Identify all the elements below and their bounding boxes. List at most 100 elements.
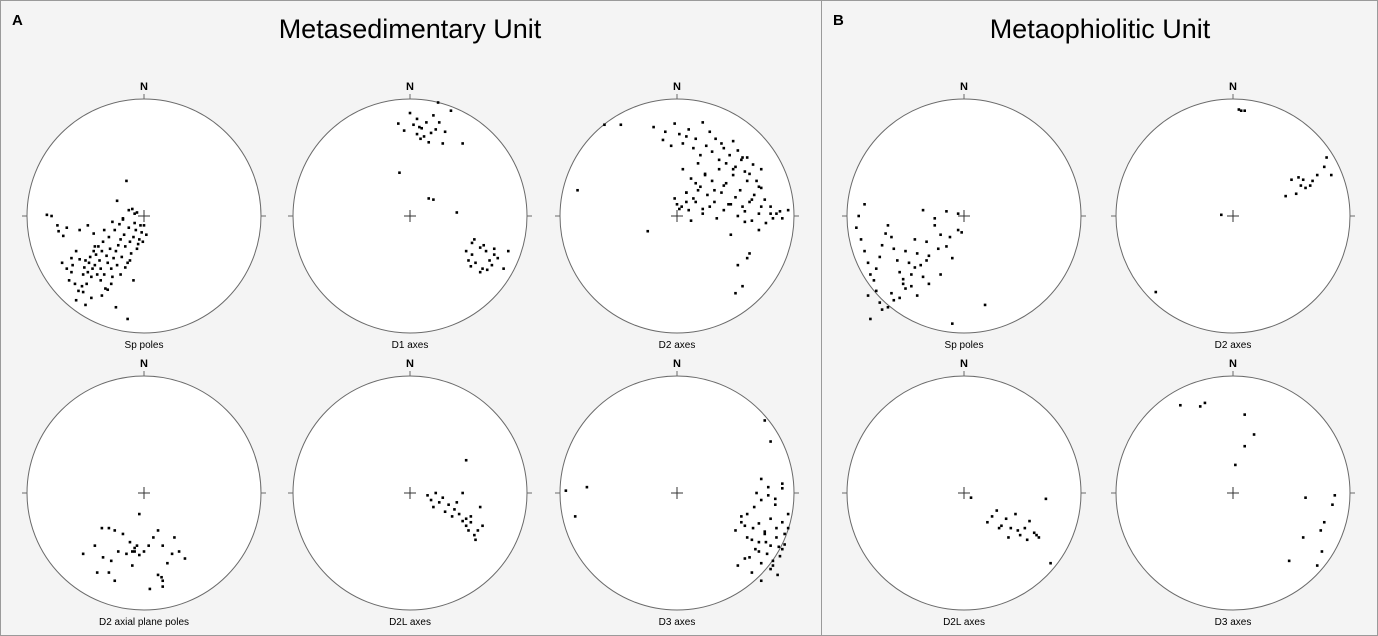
- data-point: [775, 526, 778, 530]
- data-point: [78, 228, 81, 232]
- data-point: [437, 121, 441, 124]
- data-point: [750, 571, 754, 574]
- data-point: [100, 526, 104, 530]
- data-point: [619, 123, 623, 127]
- data-point: [750, 198, 754, 201]
- data-point: [173, 536, 176, 539]
- data-point: [781, 217, 784, 220]
- data-point: [478, 246, 482, 249]
- data-point: [1284, 194, 1287, 198]
- data-point: [781, 520, 784, 524]
- data-point: [775, 212, 778, 215]
- data-point: [736, 564, 740, 567]
- data-point: [160, 575, 163, 579]
- data-point: [152, 536, 155, 539]
- data-point: [750, 219, 754, 222]
- data-point: [898, 296, 901, 300]
- data-point: [781, 547, 784, 551]
- data-point: [469, 520, 473, 524]
- data-point: [115, 199, 119, 203]
- data-point: [729, 203, 733, 206]
- data-point: [763, 530, 767, 533]
- panel-b-letter: B: [833, 12, 844, 29]
- data-point: [502, 267, 505, 270]
- data-point: [925, 240, 928, 244]
- data-point: [773, 497, 777, 501]
- data-point: [131, 550, 134, 553]
- north-label: N: [406, 81, 414, 93]
- data-point: [886, 305, 890, 309]
- data-point: [119, 238, 122, 241]
- data-point: [720, 191, 723, 194]
- data-point: [432, 505, 435, 509]
- data-point: [863, 249, 866, 253]
- data-point: [743, 210, 747, 213]
- data-point: [884, 232, 887, 235]
- data-point: [473, 238, 476, 241]
- data-point: [866, 261, 870, 265]
- data-point: [77, 289, 80, 293]
- data-point: [708, 205, 712, 208]
- data-point: [886, 224, 890, 227]
- data-point: [734, 195, 737, 199]
- data-point: [775, 536, 778, 539]
- data-point: [745, 179, 749, 183]
- data-point: [100, 249, 104, 253]
- data-point: [778, 554, 782, 558]
- data-point: [585, 485, 589, 489]
- data-point: [699, 153, 702, 157]
- data-point: [754, 547, 757, 551]
- data-point: [86, 270, 90, 274]
- data-point: [701, 121, 705, 124]
- data-point: [1179, 403, 1182, 407]
- data-point: [86, 224, 90, 227]
- data-point: [107, 571, 111, 574]
- data-point: [1203, 401, 1207, 405]
- data-point: [1220, 213, 1223, 217]
- data-point: [135, 211, 139, 214]
- data-point: [859, 238, 863, 241]
- stereonet-5: N D2L axes: [288, 358, 532, 628]
- data-point: [107, 526, 111, 530]
- data-point: [717, 158, 721, 162]
- data-point: [102, 273, 106, 276]
- data-point: [869, 317, 872, 321]
- data-point: [461, 142, 464, 145]
- data-point: [473, 533, 476, 537]
- data-point: [476, 529, 480, 532]
- data-point: [743, 220, 747, 224]
- data-point: [121, 532, 125, 536]
- data-point: [741, 156, 744, 159]
- data-point: [757, 522, 761, 525]
- data-point: [432, 114, 435, 117]
- data-point: [741, 284, 744, 288]
- data-point: [402, 129, 406, 132]
- data-point: [1315, 564, 1319, 567]
- stereonet-caption: D2 axes: [659, 340, 696, 351]
- data-point: [866, 294, 870, 297]
- data-point: [769, 205, 772, 208]
- data-point: [138, 512, 141, 516]
- data-point: [427, 197, 431, 200]
- north-label: N: [406, 358, 414, 370]
- data-point: [661, 138, 665, 142]
- data-point: [786, 526, 790, 530]
- data-point: [901, 277, 905, 281]
- data-point: [736, 214, 740, 218]
- data-point: [429, 498, 433, 502]
- data-point: [776, 573, 779, 577]
- data-point: [469, 515, 473, 518]
- data-point: [470, 253, 474, 256]
- data-point: [81, 273, 85, 276]
- data-point: [855, 226, 858, 229]
- data-point: [1329, 173, 1333, 177]
- data-point: [904, 249, 907, 253]
- data-point: [397, 122, 400, 125]
- data-point: [771, 564, 775, 567]
- data-point: [751, 526, 755, 530]
- data-point: [461, 491, 464, 495]
- north-label: N: [140, 358, 148, 370]
- data-point: [1035, 533, 1038, 537]
- data-point: [136, 242, 140, 246]
- data-point: [603, 123, 606, 127]
